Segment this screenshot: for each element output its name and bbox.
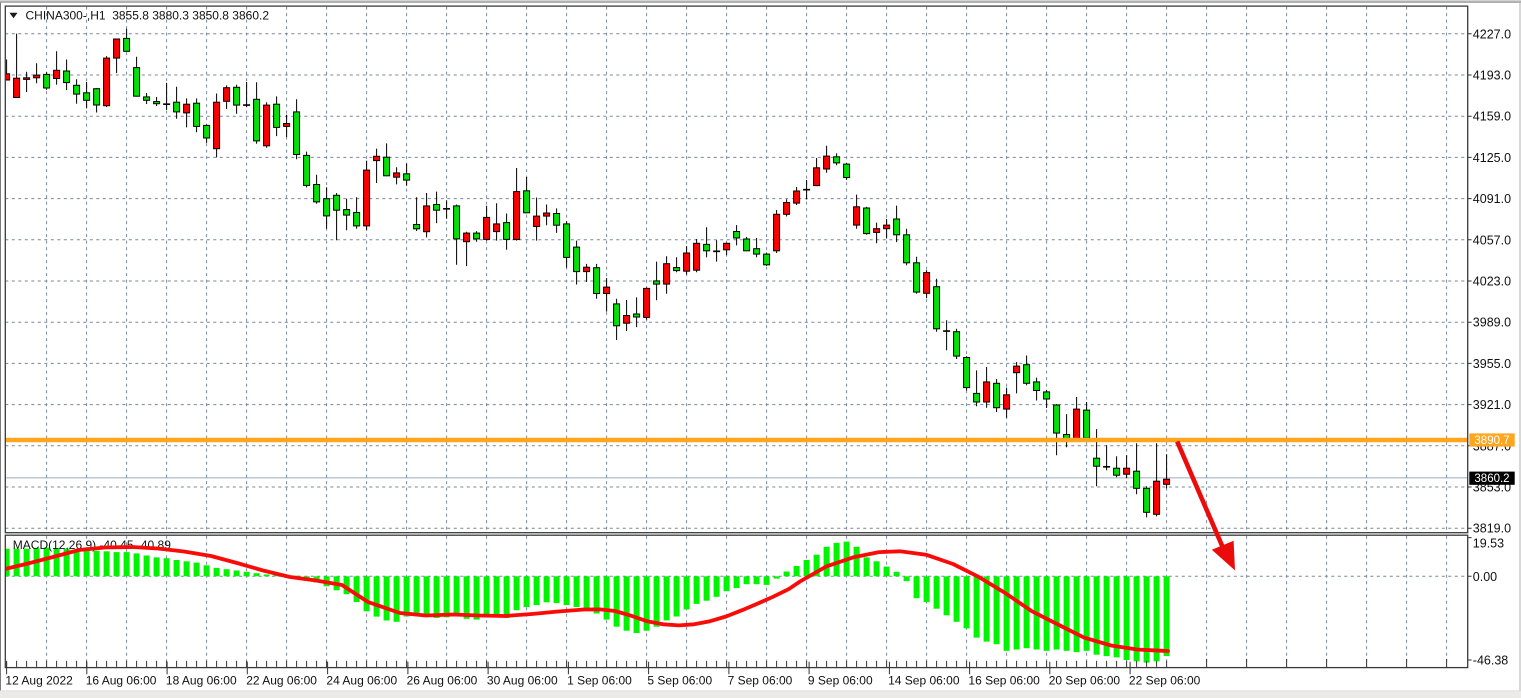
svg-text:4057.0: 4057.0 (1473, 233, 1511, 247)
svg-text:CHINA300-,H1 3855.8 3880.3 38: CHINA300-,H1 3855.8 3880.3 3850.8 3860.2 (26, 9, 270, 23)
svg-text:5 Sep 06:00: 5 Sep 06:00 (647, 674, 712, 688)
svg-text:12 Aug 2022: 12 Aug 2022 (5, 674, 73, 688)
svg-text:1 Sep 06:00: 1 Sep 06:00 (567, 674, 632, 688)
svg-text:3955.0: 3955.0 (1473, 357, 1511, 371)
svg-text:16 Sep 06:00: 16 Sep 06:00 (968, 674, 1040, 688)
svg-text:3890.7: 3890.7 (1474, 435, 1509, 447)
svg-text:4159.0: 4159.0 (1473, 110, 1511, 124)
svg-text:3989.0: 3989.0 (1473, 316, 1511, 330)
svg-text:4023.0: 4023.0 (1473, 275, 1511, 289)
svg-text:22 Sep 06:00: 22 Sep 06:00 (1129, 674, 1201, 688)
svg-text:3860.2: 3860.2 (1474, 473, 1509, 485)
svg-text:22 Aug 06:00: 22 Aug 06:00 (246, 674, 317, 688)
svg-text:-46.38: -46.38 (1473, 654, 1508, 668)
svg-text:4227.0: 4227.0 (1473, 27, 1511, 41)
svg-text:30 Aug 06:00: 30 Aug 06:00 (487, 674, 558, 688)
svg-text:14 Sep 06:00: 14 Sep 06:00 (888, 674, 960, 688)
svg-text:20 Sep 06:00: 20 Sep 06:00 (1049, 674, 1121, 688)
svg-text:16 Aug 06:00: 16 Aug 06:00 (86, 674, 157, 688)
svg-text:3819.0: 3819.0 (1473, 522, 1511, 536)
svg-text:7 Sep 06:00: 7 Sep 06:00 (728, 674, 793, 688)
svg-text:24 Aug 06:00: 24 Aug 06:00 (326, 674, 397, 688)
svg-text:0.00: 0.00 (1473, 570, 1497, 584)
svg-text:19.53: 19.53 (1473, 537, 1504, 551)
svg-text:4193.0: 4193.0 (1473, 69, 1511, 83)
svg-text:9 Sep 06:00: 9 Sep 06:00 (808, 674, 873, 688)
svg-text:18 Aug 06:00: 18 Aug 06:00 (166, 674, 237, 688)
svg-text:4091.0: 4091.0 (1473, 192, 1511, 206)
svg-text:4125.0: 4125.0 (1473, 151, 1511, 165)
svg-text:3921.0: 3921.0 (1473, 398, 1511, 412)
svg-text:26 Aug 06:00: 26 Aug 06:00 (407, 674, 478, 688)
